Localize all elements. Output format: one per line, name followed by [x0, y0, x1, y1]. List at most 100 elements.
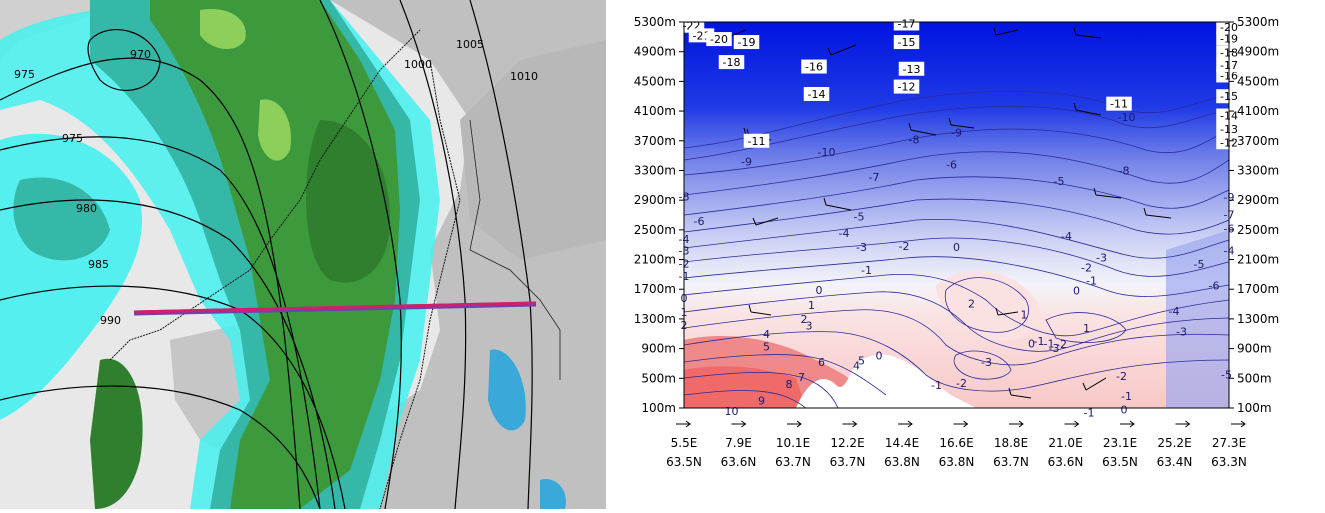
- temperature-label-text: 5: [858, 354, 865, 367]
- temperature-label-text: 2: [801, 313, 808, 326]
- temperature-label-text: -10: [818, 146, 836, 159]
- temperature-label: 1: [808, 299, 815, 312]
- temperature-label-text: -21: [693, 29, 711, 42]
- temperature-label-bg: [893, 35, 920, 50]
- y-tick-label-left: 3700m: [634, 134, 676, 148]
- temperature-label: -18: [718, 55, 745, 69]
- x-tick-lat: 63.4N: [1157, 455, 1193, 469]
- x-tick-lon: 16.6E: [939, 436, 973, 450]
- surface-arrow: [676, 420, 691, 428]
- surface-arrow: [1120, 420, 1135, 428]
- surface-wind-arrows: [676, 420, 1246, 428]
- isobar-1005: [399, 0, 467, 509]
- y-tick-label-left: 4500m: [634, 74, 676, 88]
- temperature-label: 5: [763, 340, 770, 353]
- y-tick-label-right: 2100m: [1237, 253, 1279, 267]
- cross-section-svg: -22-21 -20 -19-18-17-15-16 -13-14-12-11-10-…: [634, 15, 1279, 469]
- temperature-label-text: -1: [1121, 390, 1132, 403]
- x-tick-lat: 63.8N: [884, 455, 920, 469]
- temperature-label-text: -14: [808, 88, 826, 101]
- x-tick-lat: 63.6N: [1048, 455, 1084, 469]
- x-tick-lon: 27.3E: [1212, 436, 1246, 450]
- temperature-label: -8: [909, 133, 920, 146]
- temperature-label: -6: [1209, 280, 1220, 293]
- x-axis: 5.5E 63.5N 7.9E 63.6N 10.1E 63.7N 12.2E 63.7N 14…: [666, 436, 1247, 469]
- temperature-label: -2: [956, 377, 967, 390]
- precip-darkgreen-south: [90, 358, 143, 509]
- temperature-label: 8: [786, 378, 793, 391]
- precip-teal-west: [13, 177, 110, 261]
- temperature-label: 0: [953, 241, 960, 254]
- x-tick-lon: 18.8E: [994, 436, 1028, 450]
- temperature-label: -3: [981, 356, 992, 369]
- temperature-label: -17: [893, 16, 920, 31]
- isobar-995: [0, 385, 321, 509]
- temperature-label-text: -5: [854, 210, 865, 223]
- temperature-label-text: -10: [1118, 111, 1136, 124]
- temperature-label: -1: [861, 264, 872, 277]
- temperature-label-text: -18: [723, 56, 741, 69]
- y-tick-label-left: 2100m: [634, 253, 676, 267]
- land-east: [500, 320, 606, 509]
- temperature-label-text: -5: [1054, 175, 1065, 188]
- temperature-label-text: -12: [898, 81, 916, 94]
- temperature-label: 2: [968, 297, 975, 310]
- isobar-980: [0, 136, 321, 509]
- y-tick-label-right: 3300m: [1237, 163, 1279, 177]
- y-tick-label-right: 4100m: [1237, 104, 1279, 118]
- isobar-985: [0, 199, 336, 509]
- y-tick-label-right: 4900m: [1237, 45, 1279, 59]
- temperature-label: 2: [801, 313, 808, 326]
- x-tick-lon: 5.5E: [671, 436, 698, 450]
- temperature-label-text: -2: [1116, 370, 1127, 383]
- temperature-label-text: -6: [946, 159, 957, 172]
- temperature-label: -5: [1221, 369, 1232, 382]
- temperature-label: -1: [1086, 274, 1097, 287]
- surface-arrow: [842, 420, 858, 428]
- y-tick-label-left: 5300m: [634, 15, 676, 29]
- coastline-norway: [109, 29, 421, 361]
- precip-darkgreen-core: [306, 120, 390, 283]
- temperature-label-text: 0: [816, 284, 823, 297]
- isobar-label: 970: [130, 48, 151, 61]
- temperature-label: -5: [854, 210, 865, 223]
- y-tick-label-right: 1700m: [1237, 282, 1279, 296]
- temperature-label-text: -11: [1110, 98, 1128, 111]
- temperature-label-text: -9: [741, 156, 752, 169]
- temperature-label-text: 7: [798, 371, 805, 384]
- x-tick-lon: 23.1E: [1103, 436, 1137, 450]
- temperature-label: -2: [899, 240, 910, 253]
- temperature-label-text: -20: [710, 33, 728, 46]
- temperature-label-text: -1: [1044, 337, 1055, 350]
- temperature-label: -4: [1061, 230, 1072, 243]
- temperature-label-text: 9: [758, 395, 765, 408]
- temperature-label-text: -4: [839, 227, 850, 240]
- temperature-label-text: -17: [898, 17, 916, 30]
- temperature-label-text: -1: [1034, 335, 1045, 348]
- temperature-label-bg: [1106, 96, 1132, 111]
- surface-arrow: [731, 420, 747, 428]
- weather-map: 970 975 975 980 985 990 1000 1005 1010: [0, 0, 606, 509]
- precip-blue-southeast: [540, 479, 566, 509]
- y-tick-label-left: 900m: [641, 342, 676, 356]
- temperature-label-text: -5: [1194, 258, 1205, 271]
- temperature-label-text: 5: [763, 340, 770, 353]
- temperature-label-text: -1: [1086, 274, 1097, 287]
- land-finland: [460, 40, 606, 260]
- cold-area-east: [1166, 230, 1229, 408]
- y-tick-label-left: 2900m: [634, 193, 676, 207]
- temperature-label: -1: [1121, 390, 1132, 403]
- temperature-label-bg: [733, 35, 760, 50]
- temperature-label: -3: [856, 241, 867, 254]
- plot-frame: [683, 21, 1230, 409]
- x-tick-lon: 21.0E: [1048, 436, 1082, 450]
- temperature-label-text: -11: [748, 135, 766, 148]
- temperature-label: 0: [1121, 403, 1128, 416]
- temperature-label-text: 6: [818, 356, 825, 369]
- temperature-label: -13: [898, 61, 925, 76]
- temperature-label-text: 4: [763, 328, 770, 341]
- temperature-label-text: 0: [1121, 403, 1128, 416]
- x-tick-lat: 63.8N: [939, 455, 975, 469]
- temperature-label-bg: [706, 32, 732, 47]
- isobar-1010: [469, 0, 533, 509]
